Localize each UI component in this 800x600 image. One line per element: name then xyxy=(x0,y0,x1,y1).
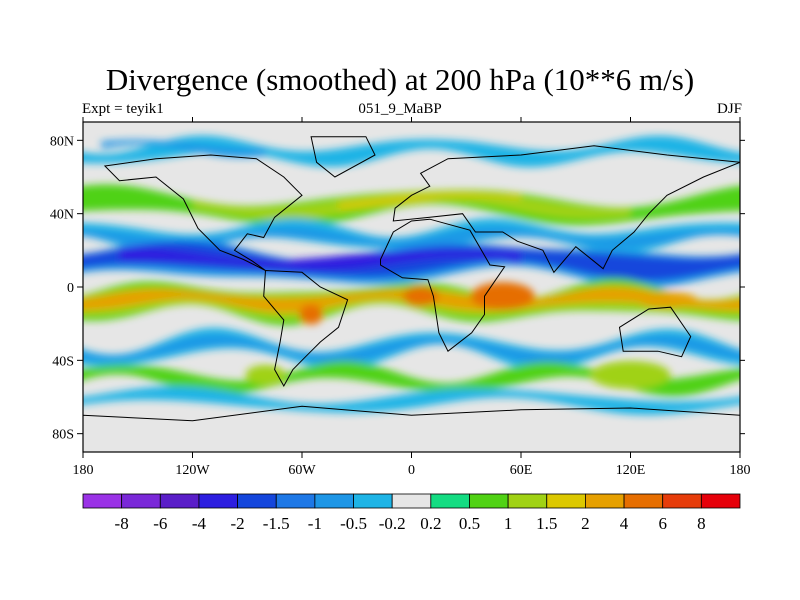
colorbar-swatch xyxy=(585,493,625,509)
colorbar-swatch xyxy=(430,493,470,509)
x-tick-label: 120E xyxy=(616,463,646,478)
colorbar-swatch xyxy=(353,493,393,509)
y-tick-label: 40S xyxy=(52,354,74,369)
colorbar-swatch xyxy=(82,493,123,509)
colorbar-swatch xyxy=(314,493,354,509)
colorbar-label: 8 xyxy=(697,514,706,533)
colorbar-label: 0.2 xyxy=(420,514,441,533)
nh-convergence-core xyxy=(83,227,740,248)
sh-divergence-band xyxy=(83,360,740,397)
tropical-convergence-mid xyxy=(83,241,740,281)
experiment-label: Expt = teyik1 xyxy=(82,101,164,117)
run-label: 051_9_MaBP xyxy=(358,101,442,117)
x-tick-label: 60E xyxy=(510,463,533,478)
colorbar-swatch xyxy=(700,493,741,509)
x-tick-label: 60W xyxy=(288,463,316,478)
nh-convergence-band xyxy=(83,218,740,254)
arctic-convergence-band xyxy=(83,135,740,168)
eurasia-coast xyxy=(392,145,740,274)
chart-title: Divergence (smoothed) at 200 hPa (10**6 … xyxy=(105,62,695,97)
nh-divergence-peak xyxy=(338,193,521,209)
divergence-max-sa xyxy=(299,304,324,325)
colorbar-swatch xyxy=(159,493,200,509)
colorbar-swatch xyxy=(546,493,586,509)
colorbar-swatch xyxy=(391,493,432,509)
australia-coast xyxy=(618,306,692,358)
sh-divergence-patch-2 xyxy=(245,365,286,385)
sh-divergence-patch xyxy=(590,361,671,389)
colorbar-label: -6 xyxy=(153,514,167,533)
divergence-max-pacific xyxy=(637,291,697,308)
colorbar-label: 6 xyxy=(658,514,667,533)
x-tick-label: 180 xyxy=(730,463,751,478)
sh-convergence-core xyxy=(83,335,740,364)
antarctic-convergence xyxy=(83,386,740,415)
africa-coast xyxy=(380,218,506,352)
colorbar-label: 1.5 xyxy=(536,514,557,533)
colorbar-swatch xyxy=(469,493,509,509)
north-america-coast xyxy=(103,154,303,271)
antarctica-coast xyxy=(83,405,740,452)
colorbar-swatch xyxy=(198,493,238,509)
colorbar-label: -0.2 xyxy=(379,514,406,533)
greenland-coast xyxy=(310,136,376,178)
colorbar-label: 1 xyxy=(504,514,513,533)
divergence-max-africa xyxy=(470,282,535,311)
colorbar-label: -1 xyxy=(308,514,322,533)
colorbar-label: -1.5 xyxy=(263,514,290,533)
arctic-convergence-core xyxy=(101,139,266,158)
x-tick-label: 180 xyxy=(73,463,94,478)
colorbar-swatch xyxy=(662,493,702,509)
y-tick-label: 40N xyxy=(50,208,74,223)
colorbar-swatch xyxy=(623,493,664,509)
y-tick-label: 80N xyxy=(50,134,74,149)
tropical-convergence-core xyxy=(119,246,521,271)
colorbar-swatch xyxy=(275,493,316,509)
colorbar-label: -4 xyxy=(192,514,207,533)
season-label: DJF xyxy=(716,101,742,117)
x-tick-label: 0 xyxy=(408,463,415,478)
colorbar-swatch xyxy=(507,493,548,509)
colorbar-label: -0.5 xyxy=(340,514,367,533)
x-tick-label: 120W xyxy=(175,463,210,478)
y-tick-label: 80S xyxy=(52,428,74,443)
colorbar-label: 2 xyxy=(581,514,590,533)
sh-convergence-band xyxy=(83,327,740,371)
divergence-max-atlantic xyxy=(402,286,439,307)
colorbar-label: -8 xyxy=(115,514,129,533)
y-tick-label: 0 xyxy=(67,281,74,296)
colorbar-label: 4 xyxy=(620,514,629,533)
colorbar-swatch xyxy=(237,493,277,509)
colorbar-label: 0.5 xyxy=(459,514,480,533)
south-america-coast xyxy=(263,269,349,388)
colorbar-swatch xyxy=(121,493,161,509)
colorbar-label: -2 xyxy=(231,514,245,533)
